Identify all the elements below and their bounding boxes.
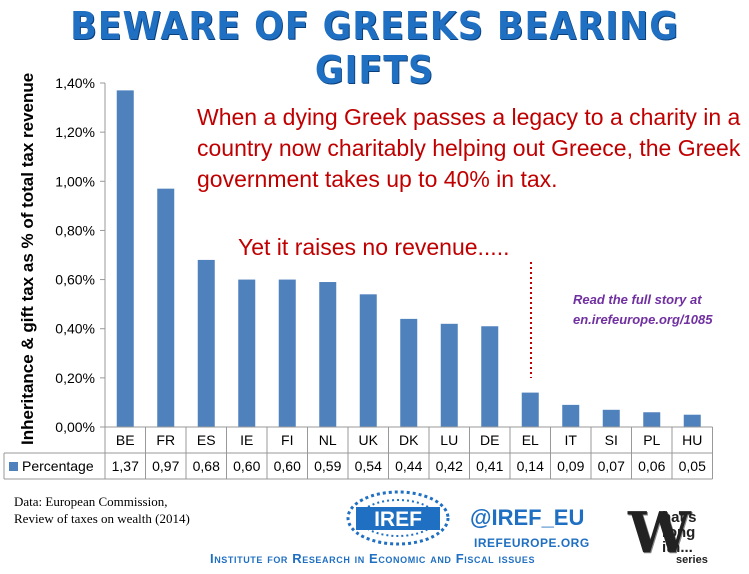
data-label: 0,06 [638, 458, 665, 474]
data-label: 0,07 [598, 458, 625, 474]
x-tick-label: SI [605, 432, 618, 448]
x-tick-label: DE [480, 432, 499, 448]
bar-es [197, 259, 215, 427]
bar-si [602, 409, 620, 427]
data-label: 0,42 [436, 458, 463, 474]
source-note: Data: European Commission, Review of tax… [14, 493, 190, 527]
bar-be [116, 90, 134, 427]
series-label: series [676, 554, 708, 566]
badge-line-2: rong [662, 524, 696, 541]
twitter-handle[interactable]: @IREF_EU [470, 505, 585, 530]
y-tick-label: 0,00% [55, 419, 95, 435]
y-tick-label: 0,40% [55, 321, 95, 337]
x-tick-label: BE [116, 432, 135, 448]
y-tick-label: 1,00% [55, 173, 95, 189]
data-label: 0,14 [517, 458, 544, 474]
data-label: 0,68 [193, 458, 220, 474]
read-more-note[interactable]: Read the full story at en.irefeurope.org… [573, 290, 712, 330]
data-label: 0,54 [355, 458, 382, 474]
x-tick-label: PL [643, 432, 660, 448]
y-tick-label: 0,60% [55, 272, 95, 288]
bar-ie [238, 279, 256, 427]
bar-nl [319, 282, 337, 427]
source-line-2: Review of taxes on wealth (2014) [14, 511, 190, 526]
x-tick-label: FI [281, 432, 293, 448]
x-tick-label: UK [359, 432, 379, 448]
bar-it [562, 404, 580, 427]
whats-wrong-badge-text: hat's rong ith... [662, 510, 696, 555]
data-label: 0,41 [476, 458, 503, 474]
data-label: 0,59 [314, 458, 341, 474]
x-tick-label: EL [522, 432, 539, 448]
x-tick-label: HU [682, 432, 702, 448]
revenue-annotation: Yet it raises no revenue..... [238, 234, 510, 260]
x-tick-label: DK [399, 432, 419, 448]
read-more-text: Read the full story at [573, 292, 702, 307]
main-annotation: When a dying Greek passes a legacy to a … [197, 104, 741, 192]
logo-text: IREF [374, 508, 422, 531]
bar-pl [643, 412, 661, 427]
x-tick-label: FR [156, 432, 175, 448]
x-tick-label: IE [240, 432, 253, 448]
bar-hu [683, 414, 701, 427]
data-label: 0,09 [557, 458, 584, 474]
legend-label: Percentage [22, 458, 94, 474]
bar-el [521, 392, 539, 427]
iref-logo-icon: IREF [346, 490, 450, 546]
x-tick-label: IT [565, 432, 578, 448]
website-link[interactable]: IREFEUROPE.ORG [474, 536, 590, 550]
x-tick-label: NL [319, 432, 337, 448]
bar-de [481, 326, 499, 427]
badge-line-1: hat's [662, 509, 697, 526]
bar-lu [440, 323, 458, 427]
data-label: 0,97 [152, 458, 179, 474]
story-link[interactable]: en.irefeurope.org/1085 [573, 312, 713, 327]
x-tick-label: ES [197, 432, 216, 448]
data-label: 1,37 [112, 458, 139, 474]
y-axis-label: Inheritance & gift tax as % of total tax… [18, 72, 37, 445]
bars-group [116, 90, 701, 427]
bar-uk [359, 294, 377, 427]
data-label: 0,60 [233, 458, 260, 474]
bar-dk [400, 318, 418, 427]
data-label: 0,44 [395, 458, 422, 474]
y-tick-label: 0,20% [55, 370, 95, 386]
data-label: 0,05 [679, 458, 706, 474]
y-axis: 0,00% 0,20% 0,40% 0,60% 0,80% 1,00% 1,20% 1,40% [55, 75, 106, 435]
bar-fr [157, 188, 175, 427]
y-tick-label: 0,80% [55, 222, 95, 238]
bar-chart: 0,00% 0,20% 0,40% 0,60% 0,80% 1,00% 1,20% 1,40%… [3, 75, 713, 480]
institute-name: Institute for Research in Economic and F… [210, 551, 536, 566]
x-tick-label: LU [440, 432, 458, 448]
source-line-1: Data: European Commission, [14, 494, 168, 509]
whats-wrong-badge-icon: W [628, 500, 691, 566]
legend-swatch-icon [9, 462, 18, 471]
page-title: BEWARE OF GREEKS BEARING GIFTS [70, 4, 679, 92]
data-table: BE 1,37 FR 0,97 ES 0,68 IE 0,60 FI 0,60 NL 0,59 UK 0,… [3, 426, 713, 480]
bar-fi [278, 279, 296, 427]
y-tick-label: 1,20% [55, 124, 95, 140]
y-tick-label: 1,40% [55, 75, 95, 91]
badge-line-3: ith... [662, 539, 693, 556]
data-label: 0,60 [274, 458, 301, 474]
